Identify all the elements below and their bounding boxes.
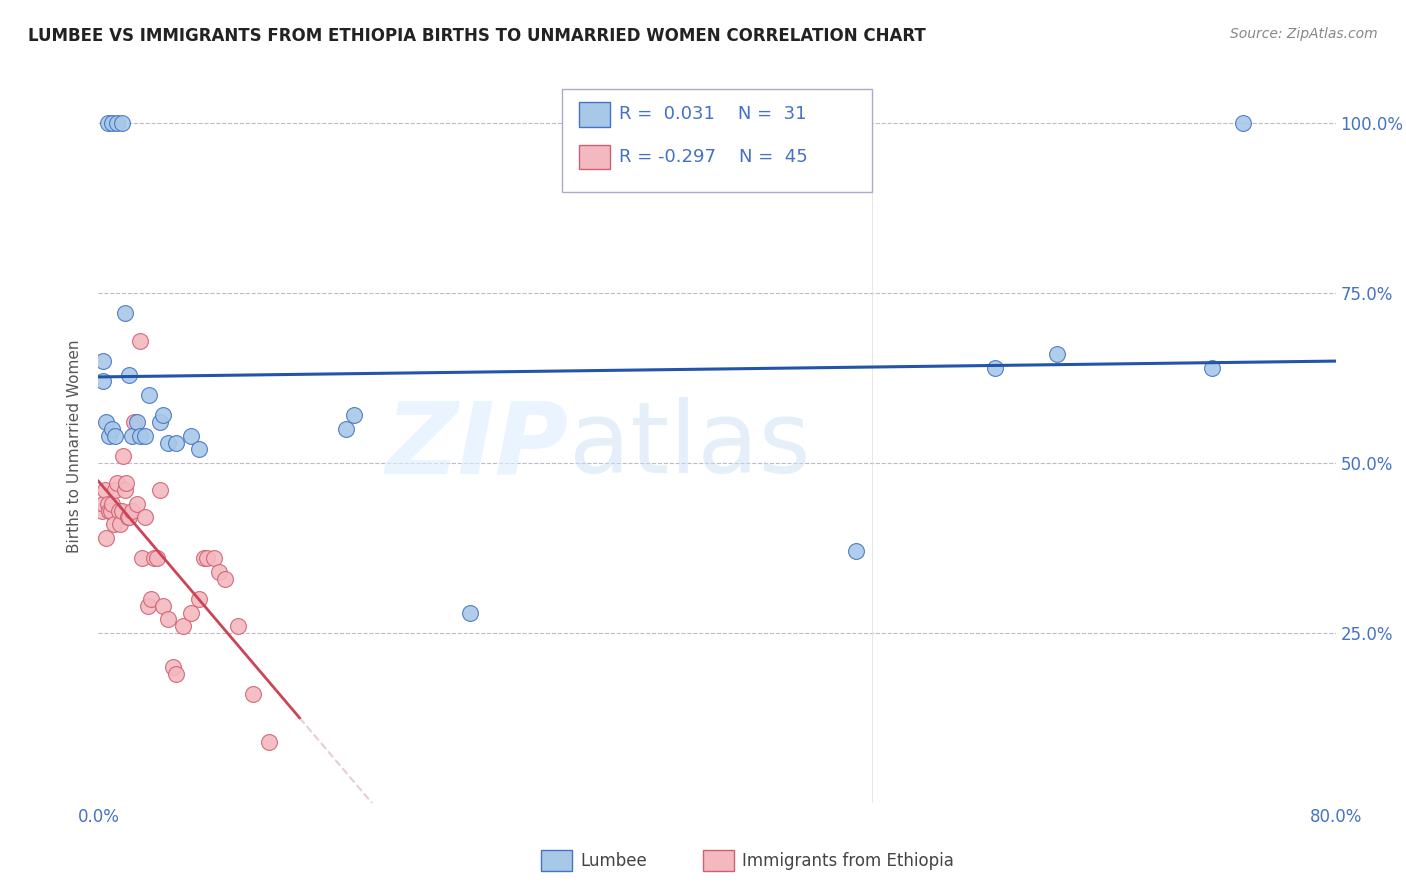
Point — [195, 551, 218, 566]
Point — [458, 606, 481, 620]
Point — [121, 429, 143, 443]
Point — [118, 368, 141, 382]
Point — [335, 422, 357, 436]
Point — [107, 503, 129, 517]
Text: R =  0.031    N =  31: R = 0.031 N = 31 — [619, 105, 806, 123]
Point — [101, 116, 124, 130]
Y-axis label: Births to Unmarried Women: Births to Unmarried Women — [67, 339, 83, 553]
Point — [152, 409, 174, 423]
Point — [242, 687, 264, 701]
Text: R = -0.297    N =  45: R = -0.297 N = 45 — [619, 148, 807, 166]
Point — [118, 510, 141, 524]
Point — [165, 666, 187, 681]
Point — [91, 497, 114, 511]
Point — [90, 503, 112, 517]
Point — [188, 442, 211, 457]
Point — [100, 503, 122, 517]
Point — [117, 510, 139, 524]
Point — [146, 551, 169, 566]
Point — [111, 503, 134, 517]
Point — [105, 476, 128, 491]
Point — [193, 551, 215, 566]
Point — [105, 116, 128, 130]
Point — [257, 734, 280, 748]
Point — [129, 334, 152, 348]
Text: ZIP: ZIP — [385, 398, 568, 494]
Point — [131, 551, 153, 566]
Point — [127, 415, 149, 429]
Point — [180, 606, 202, 620]
Point — [96, 415, 118, 429]
Point — [1232, 116, 1254, 130]
Point — [104, 429, 127, 443]
Point — [97, 497, 120, 511]
Point — [343, 409, 366, 423]
Point — [165, 435, 187, 450]
Point — [104, 483, 127, 498]
Point — [173, 619, 195, 633]
Point — [226, 619, 249, 633]
Text: atlas: atlas — [568, 398, 810, 494]
Text: Source: ZipAtlas.com: Source: ZipAtlas.com — [1230, 27, 1378, 41]
Point — [157, 612, 180, 626]
Point — [149, 415, 172, 429]
Point — [180, 429, 202, 443]
Point — [103, 517, 125, 532]
Point — [101, 497, 124, 511]
Text: LUMBEE VS IMMIGRANTS FROM ETHIOPIA BIRTHS TO UNMARRIED WOMEN CORRELATION CHART: LUMBEE VS IMMIGRANTS FROM ETHIOPIA BIRTH… — [28, 27, 927, 45]
Point — [138, 388, 160, 402]
Point — [114, 306, 136, 320]
Point — [157, 435, 180, 450]
Point — [115, 476, 138, 491]
Point — [152, 599, 174, 613]
Point — [114, 483, 136, 498]
Point — [112, 449, 135, 463]
Point — [208, 565, 231, 579]
Point — [134, 429, 156, 443]
Point — [149, 483, 172, 498]
Point — [91, 354, 114, 368]
Point — [101, 422, 124, 436]
Point — [96, 531, 118, 545]
Point — [129, 429, 152, 443]
Point — [214, 572, 236, 586]
Point — [127, 497, 149, 511]
Point — [111, 116, 134, 130]
Point — [204, 551, 226, 566]
Point — [97, 116, 120, 130]
Point — [136, 599, 159, 613]
Point — [122, 415, 145, 429]
Text: Immigrants from Ethiopia: Immigrants from Ethiopia — [742, 852, 955, 870]
Point — [984, 360, 1007, 375]
Text: Lumbee: Lumbee — [581, 852, 647, 870]
Point — [139, 591, 162, 606]
Point — [188, 591, 211, 606]
Point — [1046, 347, 1069, 361]
Point — [108, 517, 131, 532]
Point — [1201, 360, 1223, 375]
Point — [91, 375, 114, 389]
Point — [121, 503, 143, 517]
Point — [134, 510, 156, 524]
Point — [98, 429, 121, 443]
Point — [143, 551, 166, 566]
Point — [98, 503, 121, 517]
Point — [93, 483, 115, 498]
Point — [845, 544, 868, 558]
Point — [162, 660, 184, 674]
